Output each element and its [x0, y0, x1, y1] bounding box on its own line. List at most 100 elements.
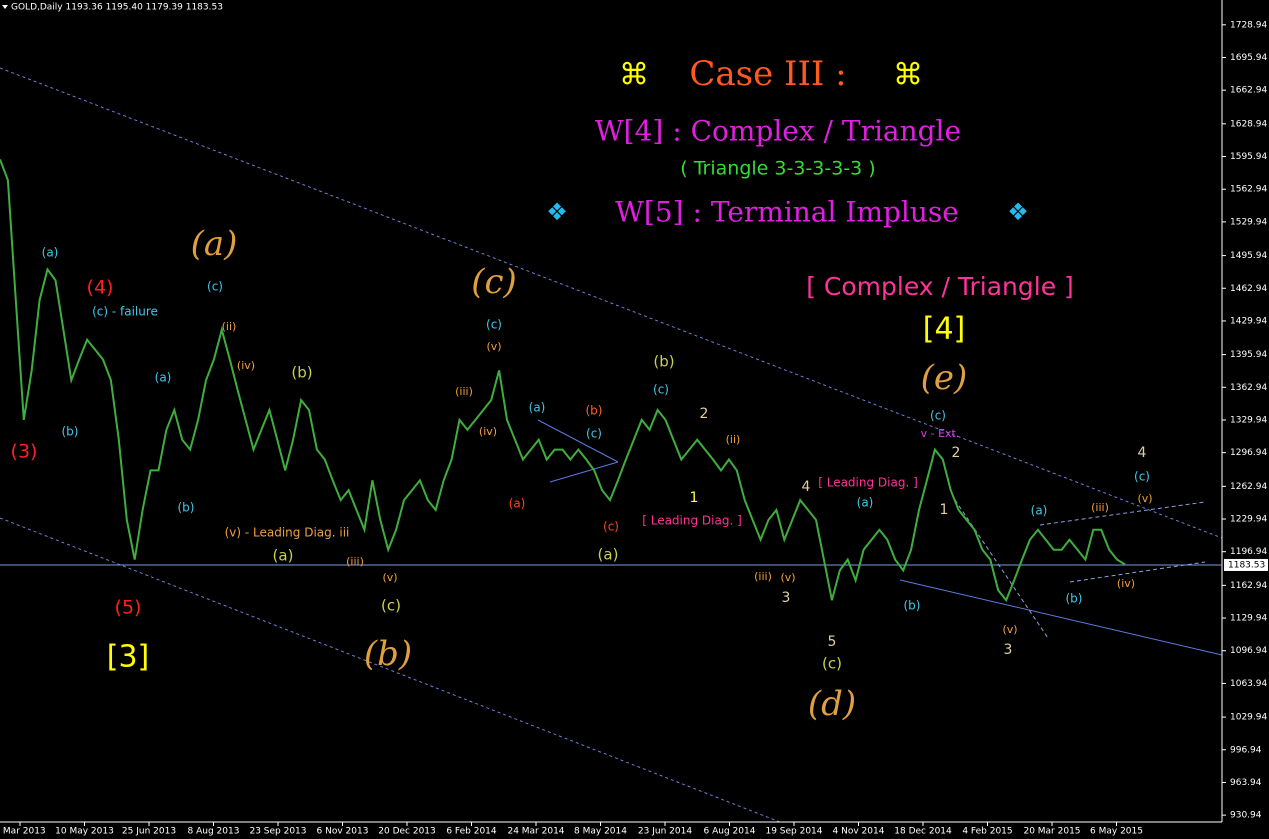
- annotation: (a): [598, 546, 619, 564]
- annotation: (c): [1134, 470, 1150, 484]
- annotation: 2: [700, 406, 709, 422]
- annotation: [ Leading Diag. ]: [642, 514, 742, 528]
- annotation: W[4] : Complex / Triangle: [595, 115, 961, 148]
- y-tick-label: 1695.94: [1230, 53, 1267, 63]
- annotation: 3: [1004, 642, 1013, 658]
- annotation: v - Ext.: [921, 427, 960, 440]
- annotation: (d): [808, 684, 856, 724]
- y-tick-label: 1662.94: [1230, 86, 1267, 96]
- y-tick-label: 1462.94: [1230, 284, 1267, 294]
- annotation: (a): [1031, 504, 1048, 518]
- x-tick-label: 20 Dec 2013: [378, 827, 436, 837]
- annotation: (ii): [222, 320, 237, 333]
- last-price-label: 1183.53: [1228, 560, 1265, 570]
- annotation: (c): [586, 427, 602, 441]
- x-tick-label: 23 Sep 2013: [249, 827, 306, 837]
- y-tick-label: 1296.94: [1230, 448, 1267, 458]
- x-tick-label: 6 Aug 2014: [704, 827, 756, 837]
- x-tick-label: 6 May 2015: [1090, 827, 1143, 837]
- annotation: (b): [364, 634, 412, 674]
- annotation: W[5] : Terminal Impluse: [615, 196, 959, 229]
- triangle-line: [549, 461, 619, 483]
- annotation: (c): [381, 597, 401, 615]
- y-tick-label: 1562.94: [1230, 185, 1267, 195]
- price-line: [0, 159, 1126, 603]
- annotation: (v) - Leading Diag. iii: [225, 526, 350, 540]
- annotation: [3]: [107, 640, 150, 675]
- trend-line: [899, 579, 1223, 656]
- y-tick-label: 1229.94: [1230, 515, 1267, 525]
- annotation: Case III :: [689, 54, 846, 94]
- y-tick-label: 1063.94: [1230, 679, 1267, 689]
- annotation: (b): [653, 353, 674, 371]
- annotation: (e): [921, 358, 968, 398]
- annotation: ❖: [546, 198, 568, 226]
- y-tick-label: 1595.94: [1230, 152, 1267, 162]
- annotation: (c): [486, 318, 502, 332]
- y-tick-label: 930.94: [1230, 811, 1262, 821]
- x-tick-label: 24 Mar 2014: [507, 827, 564, 837]
- annotation: (c): [471, 262, 517, 302]
- annotation: (b): [291, 364, 312, 382]
- annotation: (c): [822, 655, 842, 673]
- annotation: [ Leading Diag. ]: [818, 476, 918, 490]
- annotation: (c): [653, 383, 669, 397]
- y-tick-label: 1529.94: [1230, 217, 1267, 227]
- annotation: 3: [782, 590, 791, 606]
- annotation: 1: [940, 502, 949, 518]
- annotation: (a): [529, 401, 546, 415]
- y-tick-label: 1429.94: [1230, 316, 1267, 326]
- annotation: (c): [930, 409, 946, 423]
- annotation: (c): [207, 280, 223, 294]
- annotation: (iii): [346, 555, 364, 568]
- y-tick-label: 996.94: [1230, 745, 1262, 755]
- annotation: (iv): [237, 359, 255, 372]
- annotation: ( Triangle 3-3-3-3-3 ): [680, 158, 875, 180]
- y-tick-label: 1728.94: [1230, 20, 1267, 30]
- annotation: (ii): [726, 433, 741, 446]
- y-tick-label: 1029.94: [1230, 713, 1267, 723]
- y-tick-label: 1196.94: [1230, 547, 1267, 557]
- x-tick-label: 6 Mar 2013: [0, 827, 46, 837]
- annotation: 4: [1138, 445, 1147, 461]
- x-tick-label: 23 Jun 2014: [638, 827, 692, 837]
- annotation: ⌘: [893, 58, 923, 93]
- annotation: (b): [1066, 592, 1083, 606]
- y-tick-label: 963.94: [1230, 778, 1262, 788]
- x-tick-label: 20 Mar 2015: [1023, 827, 1080, 837]
- annotation: (a): [42, 246, 59, 260]
- y-tick-label: 1129.94: [1230, 614, 1267, 624]
- y-tick-label: 1096.94: [1230, 646, 1267, 656]
- annotation: (4): [87, 277, 114, 299]
- annotation: 1: [690, 490, 699, 506]
- triangle-line: [537, 419, 619, 463]
- annotation: (v): [486, 340, 501, 353]
- annotation: (v): [780, 571, 795, 584]
- y-tick-label: 1495.94: [1230, 251, 1267, 261]
- annotation: (a): [857, 496, 874, 510]
- menu-arrow: [2, 5, 8, 9]
- x-tick-label: 10 May 2013: [55, 827, 114, 837]
- annotation: (a): [155, 371, 172, 385]
- annotation: (c) - failure: [92, 305, 158, 319]
- annotation: (a): [509, 497, 526, 511]
- annotation: (v): [1002, 623, 1017, 636]
- annotation: (v): [382, 571, 397, 584]
- annotation: (iii): [455, 385, 473, 398]
- x-tick-label: 8 May 2014: [574, 827, 627, 837]
- annotation: (b): [178, 501, 195, 515]
- x-tick-label: 4 Nov 2014: [833, 827, 885, 837]
- x-tick-label: 25 Jun 2013: [122, 827, 176, 837]
- last-price-box: [1224, 558, 1268, 571]
- annotation: (b): [62, 425, 79, 439]
- annotation: ⌘: [619, 58, 649, 93]
- channel-lower: [0, 517, 781, 823]
- annotation: (iii): [754, 570, 772, 583]
- x-tick-label: 19 Sep 2014: [765, 827, 822, 837]
- x-tick-label: 18 Dec 2014: [894, 827, 952, 837]
- annotation: (iv): [479, 425, 497, 438]
- annotation: (3): [11, 441, 38, 463]
